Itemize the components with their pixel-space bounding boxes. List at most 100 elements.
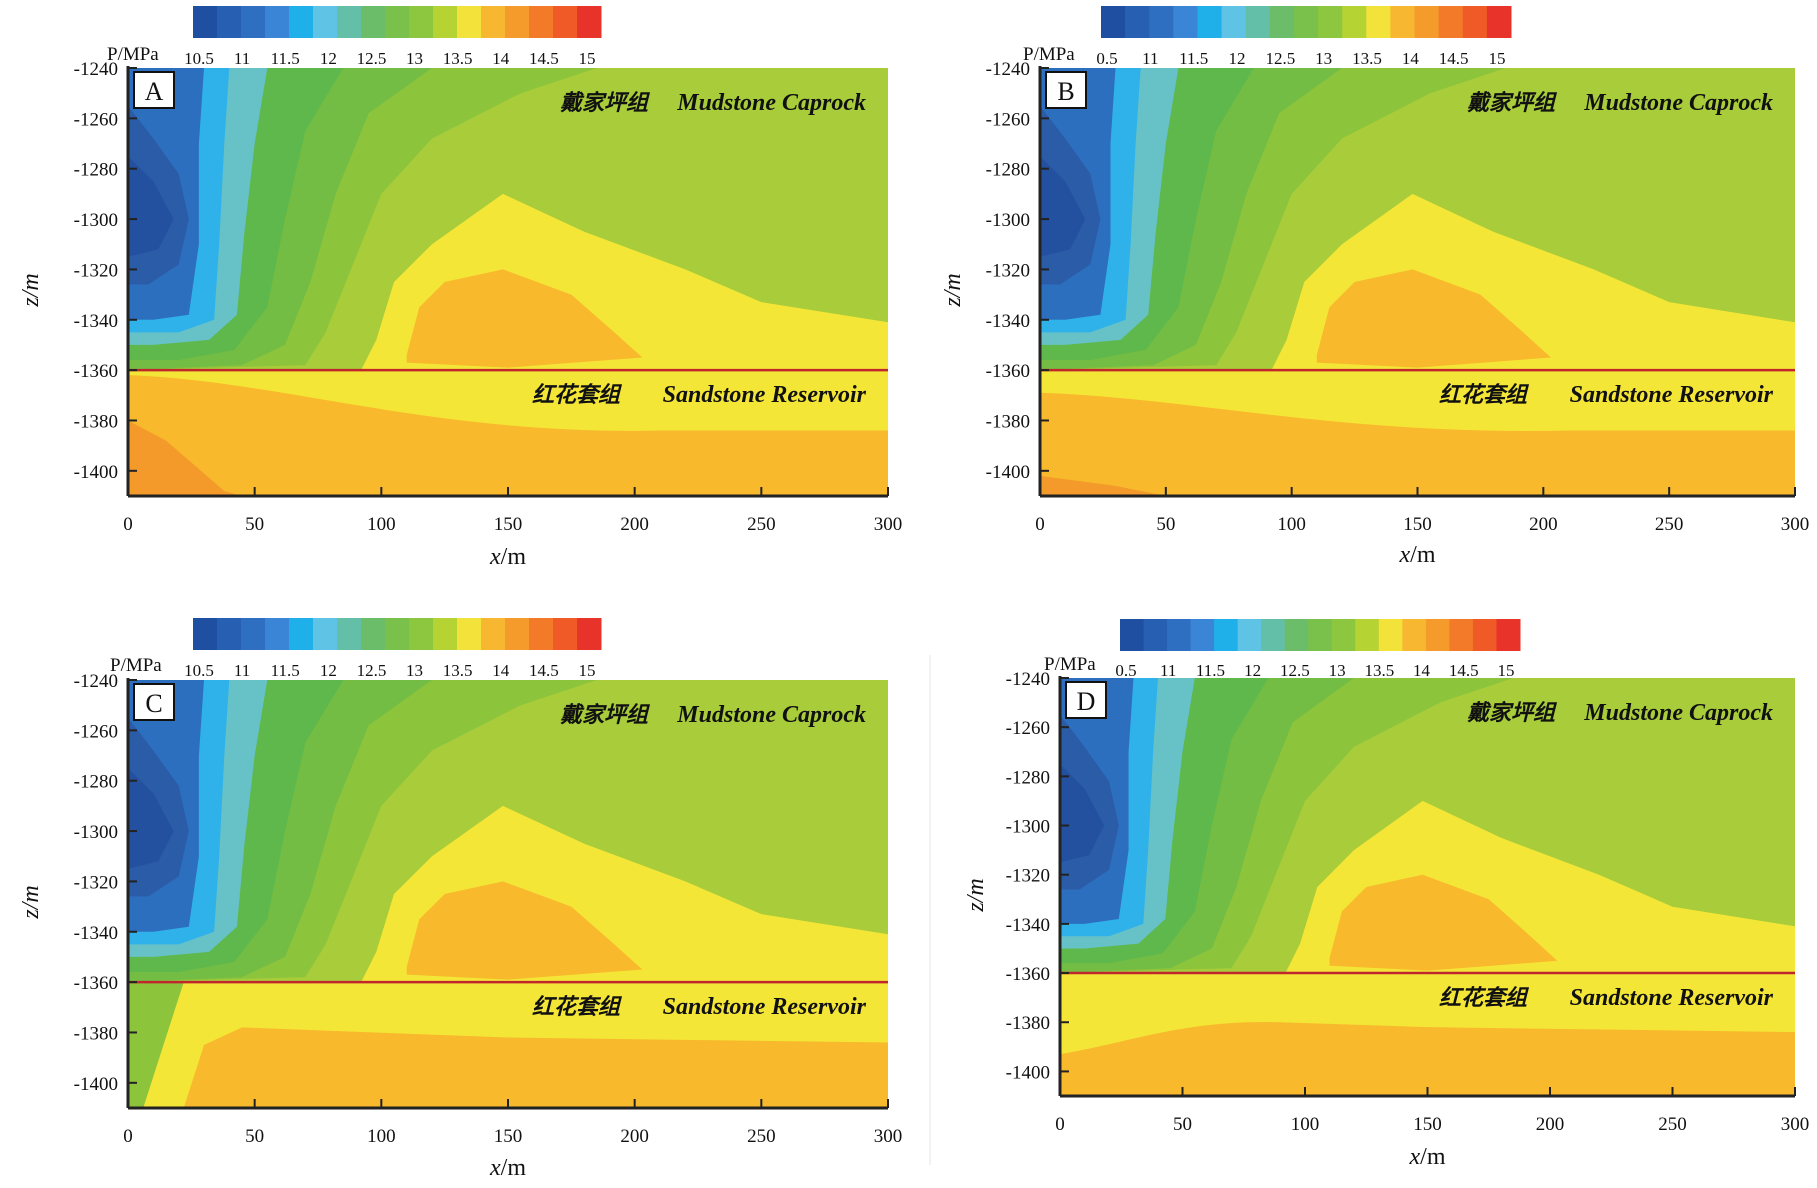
- colorbar-swatch: [217, 6, 242, 38]
- colorbar-tick-label: 11.5: [1196, 661, 1225, 680]
- caprock-label-cn: 戴家坪组: [560, 90, 651, 116]
- x-tick-label: 250: [1658, 1114, 1687, 1135]
- colorbar-swatch: [457, 6, 482, 38]
- colorbar-swatch: [361, 618, 386, 650]
- colorbar-tick-label: 11: [234, 661, 250, 680]
- contour-band: [406, 269, 643, 368]
- x-axis-unit: /m: [501, 1155, 527, 1181]
- colorbar-tick-label: 14.5: [529, 49, 559, 68]
- colorbar-swatch: [1167, 619, 1192, 651]
- colorbar-tick-label: 14.5: [529, 661, 559, 680]
- contour-field: [1060, 678, 1795, 1096]
- colorbar-swatch: [1245, 6, 1271, 38]
- colorbar-swatch: [1149, 6, 1174, 38]
- x-tick-label: 0: [1055, 1114, 1065, 1135]
- colorbar-swatch: [1438, 6, 1464, 38]
- x-axis-var: x: [489, 1155, 501, 1181]
- panel-d: 0 50 100 150 200 250 300 -1240 -1260 -1280 -1300 -1…: [963, 619, 1809, 1170]
- x-axis-var: x: [489, 544, 501, 570]
- x-tick-label: 50: [245, 514, 264, 535]
- colorbar: P/MPa 0.5 11 11.5 12 12.5 13 13.5 14 14.5 15: [1023, 6, 1512, 68]
- colorbar-tick-label: 15: [1489, 49, 1506, 68]
- x-tick-label: 50: [1156, 514, 1175, 535]
- x-tick-label: 200: [1529, 514, 1558, 535]
- y-tick-label: -1320: [1006, 866, 1050, 887]
- colorbar-tick-label: 11.5: [1179, 49, 1208, 68]
- colorbar-swatch: [1486, 6, 1512, 38]
- x-tick-label: 300: [874, 1126, 903, 1147]
- y-tick-label: -1320: [74, 260, 118, 281]
- x-tick-label: 150: [494, 514, 523, 535]
- colorbar-tick-label: 13.5: [1364, 661, 1394, 680]
- colorbar-swatch: [553, 6, 578, 38]
- y-tick-label: -1340: [986, 311, 1030, 332]
- y-tick-label: -1320: [986, 260, 1030, 281]
- colorbar-swatch: [337, 6, 362, 38]
- x-axis-unit: /m: [1420, 1144, 1446, 1170]
- x-axis-unit: /m: [501, 544, 527, 570]
- x-tick-label: 150: [1403, 514, 1432, 535]
- x-axis-var: x: [1409, 1144, 1421, 1170]
- colorbar-swatch: [505, 6, 530, 38]
- colorbar-title: P/MPa: [1023, 44, 1075, 65]
- colorbar-tick-label: 12.5: [1265, 49, 1295, 68]
- x-axis-label: x/m: [1409, 1144, 1446, 1170]
- panel-letter: A: [145, 77, 164, 106]
- colorbar-swatch: [577, 618, 602, 650]
- colorbar-tick-label: 12: [1229, 49, 1246, 68]
- y-tick-label: -1240: [74, 59, 118, 80]
- colorbar-swatch: [553, 618, 578, 650]
- x-tick-label: 50: [245, 1126, 264, 1147]
- colorbar-swatch: [193, 618, 218, 650]
- y-tick-label: -1360: [74, 361, 118, 382]
- reservoir-label-cn: 红花套组: [1439, 382, 1530, 408]
- colorbar-title: P/MPa: [107, 44, 159, 65]
- x-tick-label: 300: [1781, 514, 1810, 535]
- colorbar-swatch: [433, 618, 458, 650]
- y-tick-label: -1400: [74, 462, 118, 483]
- caprock-label-cn: 戴家坪组: [1467, 90, 1558, 116]
- colorbar-tick-label: 12: [320, 661, 337, 680]
- colorbar-swatch: [337, 618, 362, 650]
- colorbar-swatch: [1331, 619, 1356, 651]
- colorbar: P/MPa 10.5 11 11.5 12 12.5 13 13.5 14 14.5 15: [110, 618, 602, 680]
- y-tick-label: -1380: [1006, 1013, 1050, 1034]
- colorbar-tick-label: 14: [492, 661, 510, 680]
- colorbar-tick-label: 14: [1402, 49, 1420, 68]
- x-tick-label: 200: [620, 514, 649, 535]
- x-axis-label: x/m: [1399, 542, 1436, 568]
- x-axis-var: x: [1399, 542, 1411, 568]
- colorbar-swatch: [385, 618, 410, 650]
- colorbar-tick-label: 13: [406, 49, 423, 68]
- colorbar-swatch: [1496, 619, 1521, 651]
- y-axis-label: z/m: [940, 273, 966, 307]
- colorbar-swatch: [1414, 6, 1440, 38]
- colorbar-swatch: [529, 618, 554, 650]
- reservoir-label-cn: 红花套组: [532, 994, 623, 1020]
- y-tick-label: -1360: [986, 361, 1030, 382]
- colorbar-swatch: [1190, 619, 1215, 651]
- y-tick-label: -1340: [74, 311, 118, 332]
- y-tick-label: -1300: [74, 210, 118, 231]
- contour-band: [183, 1027, 888, 1108]
- panel-a: 0 50 100 150 200 250 300 -1240 -1260 -1280 -1300 -1…: [18, 6, 902, 570]
- y-tick-label: -1300: [986, 210, 1030, 231]
- caprock-label-en: Mudstone Caprock: [1583, 700, 1773, 726]
- caprock-label-en: Mudstone Caprock: [1583, 90, 1773, 116]
- colorbar: P/MPa 10.5 11 11.5 12 12.5 13 13.5 14 14.5 15: [107, 6, 602, 68]
- x-tick-label: 250: [747, 514, 776, 535]
- contour-band: [1040, 392, 1795, 496]
- x-tick-label: 200: [620, 1126, 649, 1147]
- colorbar-tick-label: 15: [1498, 661, 1515, 680]
- colorbar-title: P/MPa: [110, 655, 162, 676]
- colorbar-swatch: [265, 618, 290, 650]
- y-tick-label: -1240: [74, 671, 118, 692]
- y-tick-label: -1280: [74, 160, 118, 181]
- y-tick-label: -1400: [986, 462, 1030, 483]
- colorbar-swatch: [1101, 6, 1126, 38]
- colorbar-swatch: [1284, 619, 1309, 651]
- panel-letter-box: [1065, 681, 1107, 719]
- y-tick-label: -1360: [1006, 964, 1050, 985]
- caprock-label-cn: 戴家坪组: [560, 702, 651, 728]
